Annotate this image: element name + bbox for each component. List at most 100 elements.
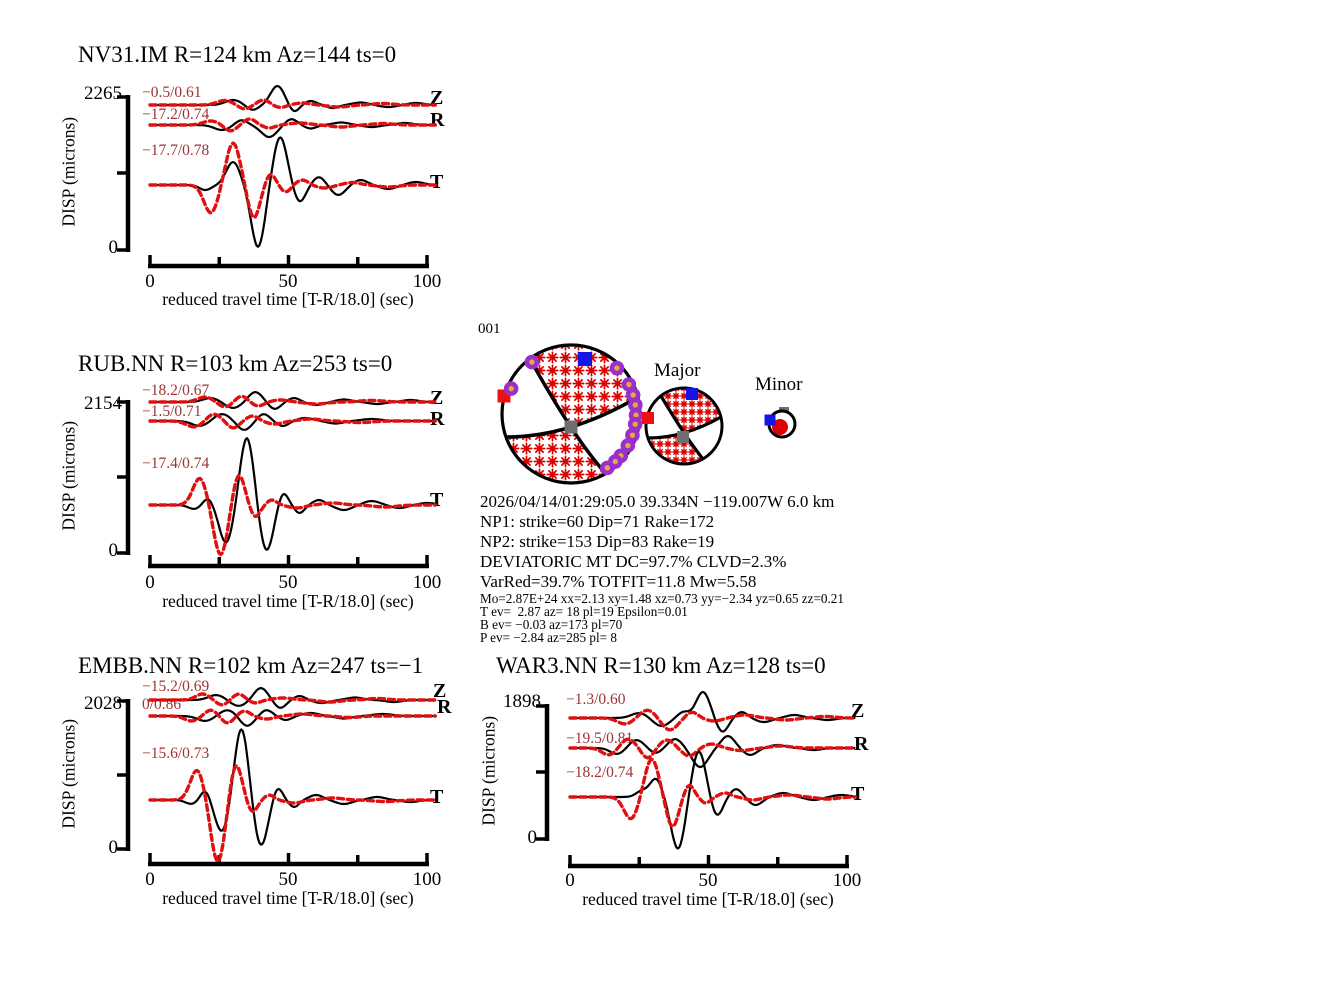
station-marker — [620, 438, 636, 453]
beachball-minor — [764, 407, 797, 439]
x-tick-0: 0 — [145, 572, 155, 593]
x-tick-0: 0 — [145, 271, 155, 292]
y-max-label: 1898 — [503, 691, 541, 712]
station-marker — [608, 454, 623, 469]
station-marker — [613, 448, 629, 464]
trace-RUB.NN-T-synthetic — [148, 473, 437, 557]
b-eigen-line: B ev= −0.03 az=173 pl=70 — [480, 617, 623, 632]
component-label-t: T — [430, 489, 444, 511]
y-axis-title: DISP (microns) — [58, 420, 79, 531]
station-marker — [609, 360, 625, 376]
x-tick-100: 100 — [832, 870, 862, 891]
x-tick-50: 50 — [278, 271, 298, 292]
nodal-plane — [659, 395, 705, 461]
solution-frame-label: 001 — [478, 321, 501, 337]
compression-region — [772, 419, 788, 435]
component-label-r: R — [437, 696, 452, 718]
station-marker — [524, 354, 540, 370]
y-max-label: 2154 — [84, 393, 122, 414]
x-axis-title: reduced travel time [T-R/18.0] (sec) — [582, 889, 834, 909]
np2-line: NP2: strike=153 Dip=83 Rake=19 — [480, 532, 715, 551]
t-axis-marker — [578, 352, 592, 366]
y-min-label: 0 — [108, 837, 119, 858]
x-tick-50: 50 — [278, 869, 298, 890]
station-marker — [625, 387, 641, 403]
p-eigen-line: P ev= −2.84 az=285 pl= 8 — [480, 630, 617, 645]
major-dc-label: Major — [654, 360, 701, 381]
fit-label-z: −1.3/0.60 — [566, 691, 626, 708]
component-label-r: R — [430, 408, 445, 430]
beachball-main — [497, 343, 644, 485]
fit-label-r: −17.2/0.74 — [142, 106, 210, 123]
component-label-t: T — [430, 786, 444, 808]
p-axis-marker — [642, 412, 654, 424]
fit-label-z: −15.2/0.69 — [142, 678, 210, 695]
minor-dc-label: Minor — [755, 374, 803, 395]
component-label-z: Z — [430, 87, 444, 109]
nodal-plane — [505, 395, 639, 439]
component-label-t: T — [430, 171, 444, 193]
y-max-label: 2028 — [84, 693, 122, 714]
nodal-plane — [528, 358, 608, 476]
station-marker — [600, 460, 615, 476]
x-tick-100: 100 — [412, 271, 442, 292]
p-axis-marker — [497, 389, 511, 403]
panel-title: WAR3.NN R=130 km Az=128 ts=0 — [496, 653, 826, 678]
panel-title: RUB.NN R=103 km Az=253 ts=0 — [78, 351, 393, 376]
y-min-label: 0 — [527, 827, 538, 848]
station-marker — [503, 381, 519, 396]
nodal-plane — [647, 415, 722, 440]
fit-label-t: −15.6/0.73 — [142, 745, 210, 762]
b-axis-marker — [779, 407, 789, 417]
fit-label-t: −17.7/0.78 — [142, 142, 210, 159]
component-label-r: R — [854, 733, 869, 755]
panel-title: NV31.IM R=124 km Az=144 ts=0 — [78, 42, 397, 67]
compression-quadrant — [530, 345, 638, 427]
panel-title: EMBB.NN R=102 km Az=247 ts=−1 — [78, 653, 424, 678]
fit-label-z: −18.2/0.67 — [142, 382, 210, 399]
beachball-major — [642, 386, 724, 466]
fit-label-r: −1.5/0.71 — [142, 403, 202, 420]
station-marker — [621, 377, 637, 392]
fit-label-r: 0/0.86 — [142, 696, 182, 713]
fit-label-t: −17.4/0.74 — [142, 455, 210, 472]
b-axis-marker — [564, 420, 578, 434]
fit-label-r: −19.5/0.81 — [566, 730, 634, 747]
component-label-z: Z — [430, 387, 444, 409]
x-tick-0: 0 — [565, 870, 575, 891]
mt-line: DEVIATORIC MT DC=97.7% CLVD=2.3% — [480, 552, 787, 571]
x-tick-50: 50 — [278, 572, 298, 593]
x-tick-50: 50 — [698, 870, 718, 891]
trace-EMBB.NN-R-data — [150, 709, 436, 727]
y-axis-title: DISP (microns) — [478, 715, 499, 826]
y-min-label: 0 — [108, 237, 119, 258]
trace-WAR3.NN-Z-synthetic — [568, 708, 857, 732]
t-axis-marker — [764, 414, 776, 426]
fit-label-z: −0.5/0.61 — [142, 84, 202, 101]
x-axis-title: reduced travel time [T-R/18.0] (sec) — [162, 591, 414, 611]
x-axis-title: reduced travel time [T-R/18.0] (sec) — [162, 289, 414, 309]
compression-quadrant — [661, 388, 721, 433]
trace-EMBB.NN-Z-synthetic — [148, 692, 437, 707]
trace-EMBB.NN-R-synthetic — [148, 708, 437, 725]
component-label-t: T — [851, 783, 865, 805]
panel-plot-EMBB.NN — [117, 687, 437, 867]
focal-sphere-outline — [644, 386, 724, 466]
origin-line: 2026/04/14/01:29:05.0 39.334N −119.007W … — [480, 492, 835, 511]
x-tick-0: 0 — [145, 869, 155, 890]
station-marker — [625, 427, 640, 443]
np1-line: NP1: strike=60 Dip=71 Rake=172 — [480, 512, 715, 531]
fit-label-t: −18.2/0.74 — [566, 764, 634, 781]
trace-EMBB.NN-T-synthetic — [148, 764, 437, 864]
y-axis-title: DISP (microns) — [58, 116, 79, 227]
focal-sphere-outline — [767, 409, 797, 439]
compression-quadrant — [506, 427, 606, 484]
x-axis-title: reduced travel time [T-R/18.0] (sec) — [162, 888, 414, 908]
b-axis-marker — [677, 431, 689, 443]
component-label-z: Z — [851, 700, 865, 722]
station-marker — [628, 407, 644, 423]
t-axis-marker — [686, 388, 698, 400]
component-label-r: R — [430, 109, 445, 131]
moment-tensor-line: Mo=2.87E+24 xx=2.13 xy=1.48 xz=0.73 yy=−… — [480, 591, 844, 606]
